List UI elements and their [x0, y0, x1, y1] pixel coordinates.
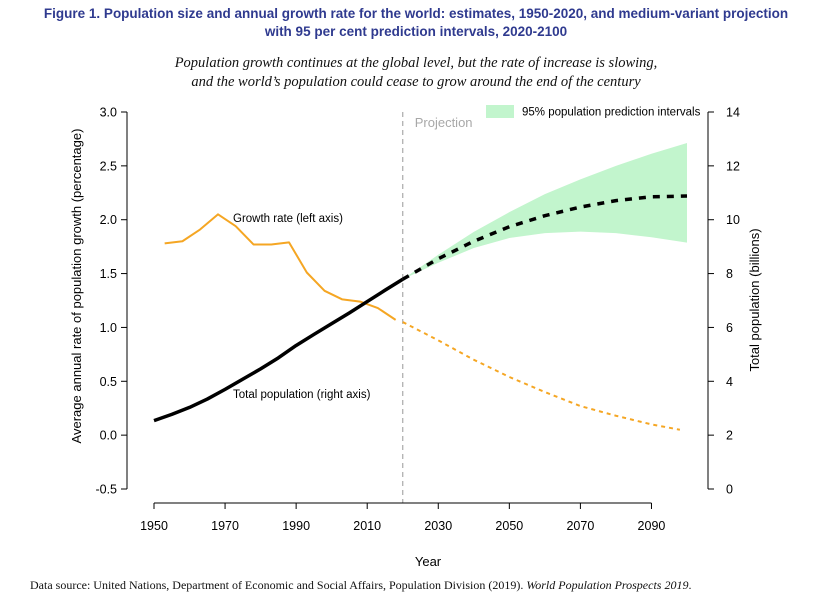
- left-axis-title: Average annual rate of population growth…: [69, 129, 84, 444]
- axes-layer: [121, 111, 714, 509]
- left-axis-tick-label: 2.0: [100, 213, 117, 227]
- left-axis-tick-label: 0.5: [100, 375, 117, 389]
- x-axis-tick-label: 2090: [638, 519, 666, 533]
- figure-subtitle: Population growth continues at the globa…: [0, 54, 832, 92]
- left-axis-tick-label: 1.5: [100, 267, 117, 281]
- legend-label: 95% population prediction intervals: [522, 107, 701, 119]
- x-axis-tick-label: 2030: [424, 519, 452, 533]
- left-axis-tick-label: 3.0: [100, 106, 117, 120]
- right-axis-tick-label: 10: [726, 213, 740, 227]
- figure-title-line-1: Figure 1. Population size and annual gro…: [43, 6, 789, 21]
- growth-rate-annotation: Growth rate (left axis): [233, 213, 343, 225]
- data-source-text: Data source: United Nations, Department …: [30, 578, 527, 592]
- data-source-end: .: [688, 578, 692, 592]
- total-population-estimate-line: [153, 277, 404, 423]
- series-layer: [153, 194, 688, 431]
- right-axis-tick-label: 2: [726, 429, 733, 443]
- right-axis-tick-label: 14: [726, 106, 740, 120]
- growth-rate-projection-line: [402, 321, 681, 431]
- figure-title: Figure 1. Population size and annual gro…: [0, 5, 832, 41]
- left-axis-tick-label: 2.5: [100, 159, 117, 173]
- figure-subtitle-line-1: Population growth continues at the globa…: [174, 55, 658, 71]
- x-axis-tick-label: 2050: [495, 519, 523, 533]
- x-axis-tick-label: 1970: [211, 519, 239, 533]
- legend-swatch: [486, 105, 514, 118]
- left-axis-tick-label: 1.0: [100, 321, 117, 335]
- total-population-annotation: Total population (right axis): [233, 389, 371, 401]
- prediction-interval-layer: [402, 142, 687, 280]
- data-source-note: Data source: United Nations, Department …: [30, 578, 830, 593]
- prediction-interval-band: [402, 142, 687, 280]
- projection-label: Projection: [415, 115, 473, 130]
- growth-rate-estimate-line: [164, 213, 397, 321]
- right-axis-tick-label: 6: [726, 321, 733, 335]
- x-axis-title: Year: [415, 554, 442, 569]
- right-axis-tick-label: 8: [726, 267, 733, 281]
- right-axis-tick-label: 12: [726, 159, 740, 173]
- x-axis-tick-label: 1990: [282, 519, 310, 533]
- right-axis-tick-label: 4: [726, 375, 733, 389]
- left-axis-tick-label: -0.5: [95, 483, 117, 497]
- figure-title-line-2: with 95 per cent prediction intervals, 2…: [264, 24, 568, 39]
- right-axis-tick-label: 0: [726, 483, 733, 497]
- data-source-publication: World Population Prospects 2019: [526, 578, 689, 592]
- figure-subtitle-line-2: and the world’s population could cease t…: [191, 74, 641, 90]
- total-population-projection-line: [401, 194, 688, 281]
- x-axis-tick-label: 1950: [140, 519, 168, 533]
- right-axis-title: Total population (billions): [747, 228, 762, 371]
- x-axis-tick-label: 2070: [566, 519, 594, 533]
- left-axis-tick-label: 0.0: [100, 429, 117, 443]
- labels-layer: Projection -0.5 0.0 0.5 1.0 1.5 2.0 2.5 3.0 0 2 4 6 8…: [69, 105, 762, 569]
- x-axis-tick-label: 2010: [353, 519, 381, 533]
